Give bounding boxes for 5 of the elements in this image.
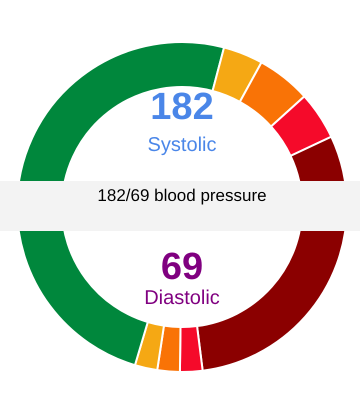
text: Systolic (148, 134, 216, 156)
text: 182/69 blood pressure (97, 186, 267, 205)
text: 182 (150, 86, 214, 128)
text: 69 (160, 246, 204, 288)
text: Diastolic (144, 287, 220, 309)
